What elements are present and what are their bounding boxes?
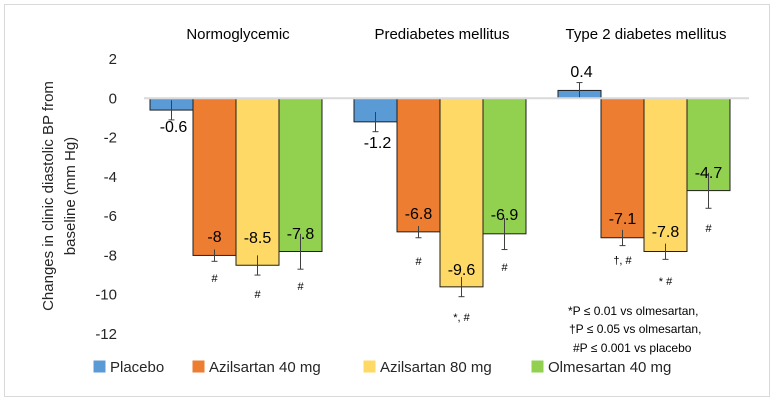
bar [278,97,323,252]
y-tick-label: 0 [109,90,117,107]
data-label: -7.1 [609,211,637,228]
y-tick-label: -12 [95,326,117,343]
significance-marker: # [211,273,218,285]
data-label: -7.8 [287,226,315,243]
chart-frame: Changes in clinic diastolic BP from basel… [4,4,770,397]
significance-marker: # [501,262,508,274]
data-label: -4.7 [695,165,723,182]
data-label: -0.6 [160,119,188,136]
data-label: -8 [207,229,221,246]
legend-swatch [93,360,106,373]
y-axis-label-line: baseline (mm Hg) [62,137,79,255]
data-label: -1.2 [364,135,392,152]
bar-chart: Changes in clinic diastolic BP from basel… [40,26,749,376]
significance-marker: *, # [453,312,470,324]
data-label: -7.8 [652,224,680,241]
bar [192,97,237,256]
y-tick-label: 2 [109,51,117,68]
legend-label: Azilsartan 40 mg [209,359,321,376]
group-title: Prediabetes mellitus [374,26,509,43]
data-label: 0.4 [570,64,592,81]
significance-marker: * # [659,276,673,288]
significance-marker: # [297,281,304,293]
y-tick-label: -2 [104,130,117,147]
legend-swatch [531,360,544,373]
legend-label: Olmesartan 40 mg [548,359,671,376]
footnote-line: #P ≤ 0.001 vs placebo [573,341,692,355]
y-tick-label: -6 [104,208,117,225]
data-label: -6.8 [405,206,433,223]
bar [643,97,688,252]
legend-label: Placebo [110,359,164,376]
significance-marker: †, # [613,255,632,267]
data-label: -6.9 [491,207,519,224]
y-tick-label: -10 [95,287,117,304]
legend-label: Azilsartan 80 mg [380,359,492,376]
legend-swatch [192,360,205,373]
data-label: -9.6 [448,262,476,279]
y-axis-label-line: Changes in clinic diastolic BP from [40,81,57,311]
footnote-line: †P ≤ 0.05 vs olmesartan, [569,322,701,336]
significance-marker: # [705,223,712,235]
y-tick-label: -4 [104,169,117,186]
data-label: -8.5 [244,230,272,247]
significance-marker: # [415,256,422,268]
legend-swatch [363,360,376,373]
y-tick-label: -8 [104,247,117,264]
group-title: Type 2 diabetes mellitus [566,26,727,43]
significance-marker: # [254,289,261,301]
bar [439,97,484,288]
group-title: Normoglycemic [186,26,290,43]
footnote-line: *P ≤ 0.01 vs olmesartan, [568,304,698,318]
